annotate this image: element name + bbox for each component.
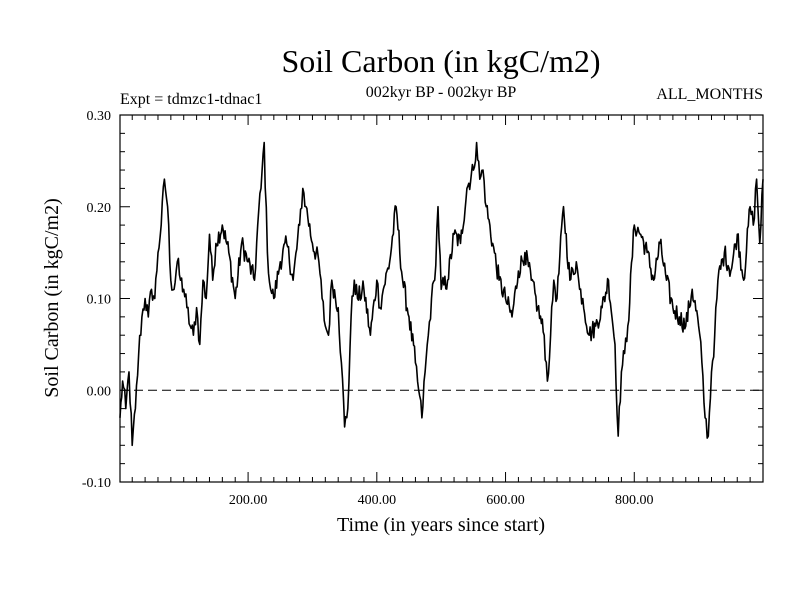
experiment-label: Expt = tdmzc1-tdnac1 <box>120 91 262 108</box>
x-axis-ticks <box>131 115 751 482</box>
plot-frame <box>119 114 764 483</box>
series-soil-carbon-line <box>119 141 764 447</box>
y-tick-label: -0.10 <box>82 476 111 491</box>
y-tick-label: 0.10 <box>87 293 112 308</box>
y-axis-ticks <box>120 132 763 465</box>
x-axis-label: Time (in years since start) <box>337 514 545 536</box>
chart-subtitle: 002kyr BP - 002kyr BP <box>366 84 517 101</box>
x-tick-label: 400.00 <box>358 493 397 508</box>
chart-title: Soil Carbon (in kgC/m2) <box>281 43 600 79</box>
y-tick-label: 0.00 <box>87 384 112 399</box>
y-tick-labels: -0.10 0.00 0.10 0.20 0.30 <box>82 109 111 491</box>
y-axis-label: Soil Carbon (in kgC/m2) <box>41 198 63 397</box>
x-tick-label: 200.00 <box>229 493 268 508</box>
x-tick-label: 600.00 <box>486 493 525 508</box>
months-label: ALL_MONTHS <box>656 86 763 103</box>
x-tick-label: 800.00 <box>615 493 654 508</box>
x-tick-labels: 200.00 400.00 600.00 800.00 <box>229 493 654 508</box>
y-tick-label: 0.20 <box>87 201 112 216</box>
y-tick-label: 0.30 <box>87 109 112 124</box>
